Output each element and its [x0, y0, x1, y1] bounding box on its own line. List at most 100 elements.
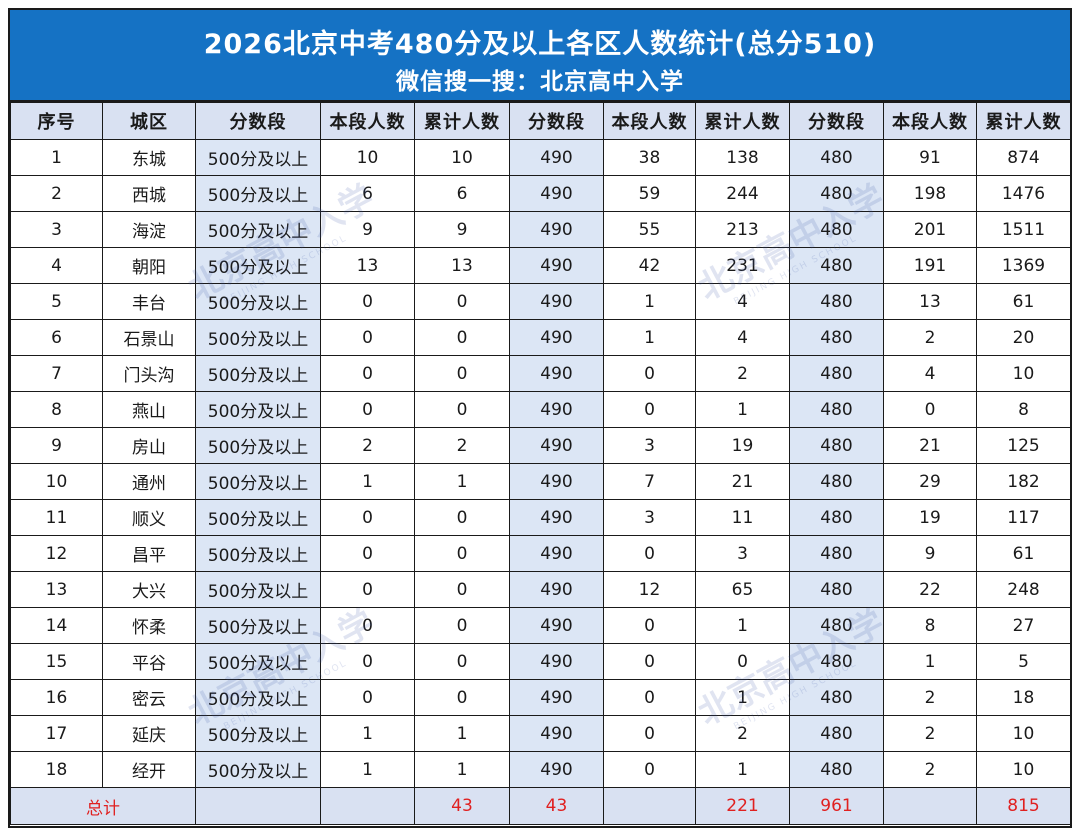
table-cell: 0	[320, 283, 415, 320]
table-cell: 0	[603, 535, 696, 572]
total-cell: 815	[976, 787, 1071, 825]
table-cell: 198	[883, 175, 977, 212]
table-header-row: 序号 城区 分数段 本段人数 累计人数 分数段 本段人数 累计人数 分数段 本段人数 累计人数	[10, 102, 1071, 140]
table-cell: 1	[695, 607, 790, 644]
table-row: 13 大兴 500分及以上 0 0 490 12 65 480 22 248	[10, 571, 1071, 608]
table-row: 11 顺义 500分及以上 0 0 490 3 11 480 19 117	[10, 499, 1071, 536]
table-cell: 500分及以上	[195, 391, 321, 428]
column-header: 本段人数	[603, 102, 696, 140]
table-row: 4 朝阳 500分及以上 13 13 490 42 231 480 191 1369	[10, 247, 1071, 284]
table-cell: 490	[509, 175, 604, 212]
column-header: 累计人数	[695, 102, 790, 140]
table-cell: 朝阳	[102, 247, 196, 284]
table-cell: 3	[603, 499, 696, 536]
column-header: 序号	[10, 102, 103, 140]
table-cell: 65	[695, 571, 790, 608]
table-cell: 500分及以上	[195, 607, 321, 644]
table-cell: 8	[10, 391, 103, 428]
table-cell: 14	[10, 607, 103, 644]
table-cell: 9	[10, 427, 103, 464]
table-cell: 房山	[102, 427, 196, 464]
table-cell: 7	[603, 463, 696, 500]
table-cell: 19	[883, 499, 977, 536]
table-row: 10 通州 500分及以上 1 1 490 7 21 480 29 182	[10, 463, 1071, 500]
table-cell: 91	[883, 139, 977, 176]
table-cell: 61	[976, 535, 1071, 572]
table-cell: 15	[10, 643, 103, 680]
table-cell: 480	[789, 571, 884, 608]
table-cell: 500分及以上	[195, 139, 321, 176]
table-cell: 2	[695, 715, 790, 752]
table-cell: 0	[603, 355, 696, 392]
table-row: 1 东城 500分及以上 10 10 490 38 138 480 91 874	[10, 139, 1071, 176]
table-cell: 2	[883, 679, 977, 716]
table-cell: 480	[789, 175, 884, 212]
table-cell: 248	[976, 571, 1071, 608]
table-row: 16 密云 500分及以上 0 0 490 0 1 480 2 18	[10, 679, 1071, 716]
column-header: 累计人数	[414, 102, 510, 140]
table-cell: 17	[10, 715, 103, 752]
table-cell: 500分及以上	[195, 319, 321, 356]
table-cell: 480	[789, 607, 884, 644]
column-header: 本段人数	[883, 102, 977, 140]
table-cell: 丰台	[102, 283, 196, 320]
table-cell: 480	[789, 283, 884, 320]
table-cell: 500分及以上	[195, 211, 321, 248]
table-cell: 490	[509, 355, 604, 392]
table-cell: 16	[10, 679, 103, 716]
column-header: 城区	[102, 102, 196, 140]
table-cell: 500分及以上	[195, 679, 321, 716]
table-cell: 490	[509, 751, 604, 788]
table-cell: 0	[320, 571, 415, 608]
table-cell: 0	[603, 607, 696, 644]
table-cell: 0	[320, 499, 415, 536]
table-cell: 0	[414, 391, 510, 428]
table-cell: 500分及以上	[195, 175, 321, 212]
table-cell: 1	[603, 319, 696, 356]
table-cell: 2	[883, 319, 977, 356]
total-label: 总计	[10, 787, 196, 825]
table-row: 9 房山 500分及以上 2 2 490 3 19 480 21 125	[10, 427, 1071, 464]
table-cell: 1	[320, 463, 415, 500]
table-cell: 55	[603, 211, 696, 248]
table-cell: 海淀	[102, 211, 196, 248]
table-cell: 490	[509, 571, 604, 608]
table-cell: 5	[10, 283, 103, 320]
table-cell: 2	[320, 427, 415, 464]
table-cell: 490	[509, 715, 604, 752]
table-cell: 0	[414, 607, 510, 644]
table-cell: 500分及以上	[195, 247, 321, 284]
table-cell: 1	[603, 283, 696, 320]
table-cell: 延庆	[102, 715, 196, 752]
stats-sheet: 2026北京中考480分及以上各区人数统计(总分510) 微信搜一搜：北京高中入…	[8, 8, 1072, 828]
table-cell: 1511	[976, 211, 1071, 248]
column-header: 累计人数	[976, 102, 1071, 140]
table-cell: 21	[695, 463, 790, 500]
table-cell: 13	[10, 571, 103, 608]
table-cell: 213	[695, 211, 790, 248]
table-cell: 1	[414, 751, 510, 788]
table-cell: 11	[695, 499, 790, 536]
table-cell: 0	[414, 499, 510, 536]
table-cell: 门头沟	[102, 355, 196, 392]
table-row: 15 平谷 500分及以上 0 0 490 0 0 480 1 5	[10, 643, 1071, 680]
table-cell: 138	[695, 139, 790, 176]
table-cell: 490	[509, 607, 604, 644]
table-cell: 2	[883, 751, 977, 788]
table-cell: 0	[414, 283, 510, 320]
table-row: 18 经开 500分及以上 1 1 490 0 1 480 2 10	[10, 751, 1071, 788]
table-cell: 4	[10, 247, 103, 284]
table-cell: 480	[789, 427, 884, 464]
table-cell: 480	[789, 751, 884, 788]
table-cell: 490	[509, 427, 604, 464]
total-row: 总计43432219618156132	[10, 787, 1071, 825]
table-cell: 燕山	[102, 391, 196, 428]
table-row: 14 怀柔 500分及以上 0 0 490 0 1 480 8 27	[10, 607, 1071, 644]
table-cell: 500分及以上	[195, 355, 321, 392]
total-cell	[883, 787, 977, 825]
total-cell: 43	[414, 787, 510, 825]
table-cell: 490	[509, 679, 604, 716]
table-cell: 2	[414, 427, 510, 464]
table-cell: 1	[414, 715, 510, 752]
